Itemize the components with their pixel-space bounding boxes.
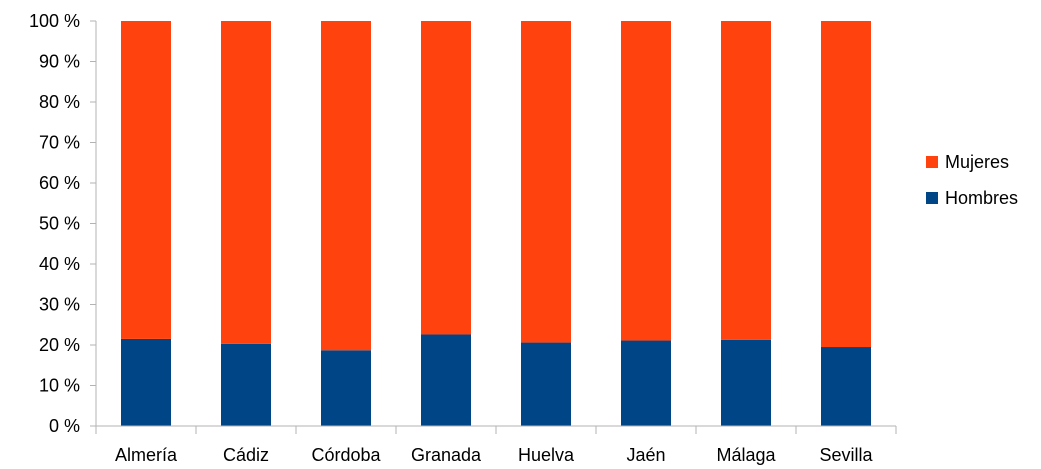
bars-layer [121,21,871,426]
y-tick-label: 80 % [39,92,80,112]
bar-mujeres-5 [521,21,571,343]
bar-mujeres-6 [621,21,671,341]
labels-layer: 0 % 10 % 20 % 30 % 40 % 50 % 60 % 70 % 80 % 90 % 1… [29,11,874,465]
bar-hombres-2 [221,343,271,426]
legend-label-hombres: Hombres [945,188,1018,208]
bar-mujeres-4 [421,21,471,335]
bar-hombres-4 [421,334,471,426]
bar-mujeres-2 [221,21,271,344]
y-tick-label: 60 % [39,173,80,193]
x-tick-label: Cádiz [223,445,269,465]
y-tick-label: 90 % [39,52,80,72]
bar-hombres-8 [821,347,871,426]
x-tick-label: Sevilla [819,445,873,465]
x-tick-label: Málaga [716,445,776,465]
bar-mujeres-7 [721,21,771,340]
bar-hombres-5 [521,342,571,426]
x-tick-label: Granada [411,445,482,465]
legend-swatch-mujeres [926,156,938,168]
x-tick-label: Almería [115,445,178,465]
bar-hombres-1 [121,338,171,426]
bar-hombres-7 [721,339,771,426]
axes-layer [95,21,896,427]
y-tick-label: 100 % [29,11,80,31]
y-tick-label: 0 % [49,416,80,436]
legend-label-mujeres: Mujeres [945,152,1009,172]
legend-swatch-hombres [926,192,938,204]
x-tick-label: Córdoba [311,445,381,465]
x-tick-label: Huelva [518,445,575,465]
bar-mujeres-3 [321,21,371,351]
y-tick-label: 40 % [39,254,80,274]
legend: Mujeres Hombres [926,152,1018,208]
y-tick-label: 10 % [39,376,80,396]
y-tick-label: 30 % [39,295,80,315]
bar-hombres-6 [621,340,671,426]
y-tick-label: 70 % [39,133,80,153]
y-tick-label: 20 % [39,335,80,355]
x-tick-label: Jaén [626,445,665,465]
bar-mujeres-8 [821,21,871,348]
y-tick-label: 50 % [39,214,80,234]
bar-mujeres-1 [121,21,171,339]
bar-hombres-3 [321,350,371,426]
tick-layer [90,20,897,434]
